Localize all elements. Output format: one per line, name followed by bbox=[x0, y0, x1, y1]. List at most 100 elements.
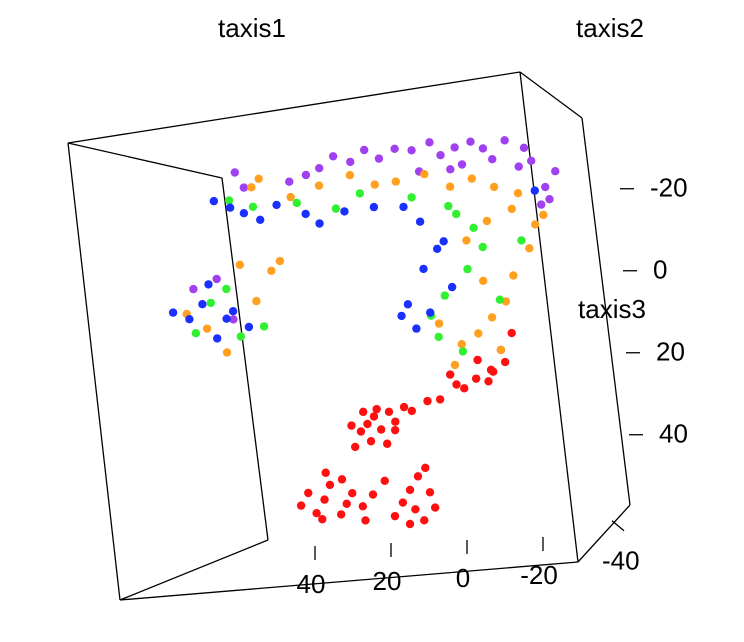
point bbox=[434, 332, 443, 342]
point bbox=[486, 365, 496, 375]
y-tick bbox=[611, 520, 625, 532]
point bbox=[412, 324, 421, 333]
point bbox=[340, 207, 349, 216]
point bbox=[517, 236, 526, 245]
point bbox=[239, 183, 248, 192]
point bbox=[436, 151, 445, 160]
point bbox=[500, 136, 509, 145]
point bbox=[484, 377, 493, 386]
point bbox=[413, 472, 423, 481]
point bbox=[432, 244, 442, 253]
point bbox=[267, 266, 276, 275]
point bbox=[312, 509, 321, 518]
point bbox=[403, 300, 413, 309]
point bbox=[496, 345, 506, 355]
point bbox=[363, 419, 372, 429]
x-tick-label: 40 bbox=[297, 569, 326, 599]
point bbox=[420, 516, 429, 525]
point bbox=[320, 495, 329, 504]
point bbox=[228, 307, 238, 316]
point bbox=[420, 170, 429, 179]
point bbox=[457, 160, 467, 169]
point bbox=[355, 189, 365, 198]
point bbox=[315, 164, 324, 173]
point bbox=[191, 329, 201, 338]
point bbox=[519, 143, 529, 152]
point bbox=[209, 196, 219, 206]
point bbox=[466, 137, 475, 146]
point bbox=[489, 182, 499, 192]
point bbox=[370, 180, 379, 189]
point bbox=[425, 488, 435, 497]
point bbox=[222, 284, 231, 294]
point bbox=[239, 209, 249, 218]
point bbox=[235, 260, 245, 269]
point bbox=[450, 143, 459, 152]
point bbox=[224, 196, 234, 205]
point bbox=[347, 421, 356, 430]
point bbox=[292, 198, 301, 208]
point bbox=[471, 374, 481, 383]
point bbox=[531, 220, 540, 229]
point bbox=[431, 503, 440, 512]
point bbox=[478, 276, 488, 285]
point bbox=[514, 162, 523, 171]
point bbox=[446, 370, 455, 379]
point bbox=[206, 298, 215, 308]
point bbox=[467, 174, 476, 183]
box-edge bbox=[577, 504, 631, 563]
point bbox=[495, 295, 505, 304]
point bbox=[301, 170, 311, 180]
point bbox=[537, 200, 546, 209]
point bbox=[507, 204, 516, 214]
point bbox=[444, 201, 453, 211]
point bbox=[331, 204, 341, 213]
point bbox=[407, 406, 416, 416]
point bbox=[391, 177, 400, 186]
point bbox=[248, 202, 258, 211]
point bbox=[545, 195, 554, 204]
x-tick-label: -20 bbox=[520, 560, 558, 590]
point bbox=[361, 516, 370, 525]
point bbox=[384, 407, 394, 416]
y-tick-label: -40 bbox=[602, 546, 640, 576]
point bbox=[487, 313, 497, 322]
point bbox=[369, 412, 379, 421]
point bbox=[244, 322, 254, 332]
point bbox=[314, 181, 324, 190]
point bbox=[236, 332, 245, 341]
point bbox=[259, 322, 269, 331]
point bbox=[398, 498, 408, 507]
point bbox=[434, 319, 444, 328]
point bbox=[198, 300, 207, 309]
point bbox=[351, 442, 360, 452]
point bbox=[469, 223, 478, 232]
x-tick-label: 20 bbox=[373, 566, 402, 596]
point bbox=[513, 189, 523, 198]
point bbox=[390, 144, 399, 153]
point bbox=[230, 168, 239, 177]
point bbox=[463, 264, 472, 274]
point bbox=[390, 511, 400, 521]
box-edge bbox=[67, 142, 121, 601]
point bbox=[478, 242, 487, 252]
point bbox=[252, 296, 261, 306]
point bbox=[356, 427, 366, 436]
box-edge bbox=[519, 71, 583, 119]
point bbox=[399, 202, 408, 212]
point bbox=[397, 311, 406, 321]
point bbox=[247, 183, 256, 192]
point bbox=[213, 334, 222, 343]
z-tick-label: 20 bbox=[656, 337, 685, 367]
x-axis-label: taxis1 bbox=[218, 13, 286, 43]
point bbox=[366, 437, 376, 446]
box-edge bbox=[67, 71, 521, 144]
point bbox=[407, 193, 416, 202]
point bbox=[222, 314, 231, 323]
box-edge bbox=[221, 177, 269, 541]
point bbox=[372, 404, 381, 414]
point bbox=[346, 157, 355, 167]
point bbox=[405, 519, 415, 529]
point bbox=[407, 146, 416, 155]
